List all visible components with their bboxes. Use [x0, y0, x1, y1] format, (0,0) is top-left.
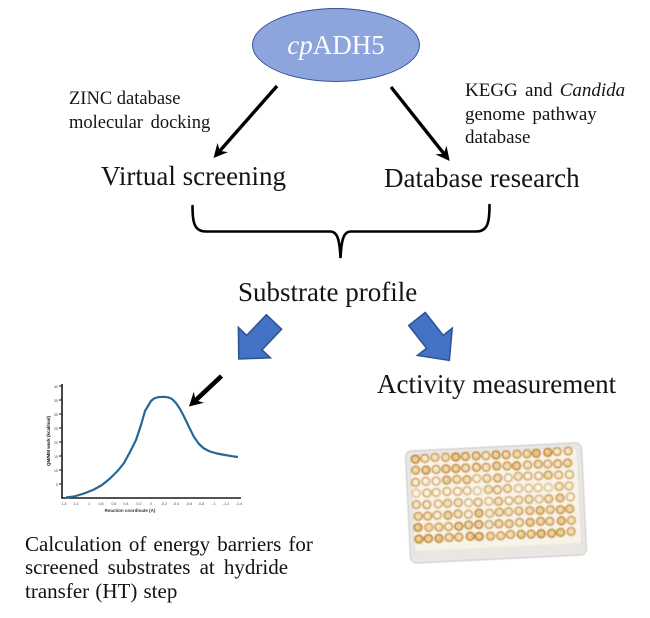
svg-text:0: 0	[150, 502, 152, 506]
svg-text:-1.4: -1.4	[236, 502, 242, 506]
svg-text:25: 25	[54, 427, 58, 431]
svg-text:1.4: 1.4	[62, 502, 67, 506]
svg-text:1.2: 1.2	[74, 502, 79, 506]
svg-text:1: 1	[88, 502, 90, 506]
svg-text:0.6: 0.6	[112, 502, 117, 506]
svg-text:40: 40	[54, 385, 58, 389]
svg-text:-1.2: -1.2	[223, 502, 229, 506]
svg-text:-0.6: -0.6	[186, 502, 192, 506]
svg-text:30: 30	[54, 413, 58, 417]
svg-text:35: 35	[54, 399, 58, 403]
svg-text:20: 20	[54, 441, 58, 445]
svg-text:5: 5	[56, 483, 58, 487]
svg-text:QM/MM work (kcal/mol): QM/MM work (kcal/mol)	[46, 416, 51, 467]
svg-text:0.2: 0.2	[137, 502, 142, 506]
svg-text:-0.2: -0.2	[161, 502, 167, 506]
svg-text:Reaction coordinate (A): Reaction coordinate (A)	[105, 508, 156, 513]
svg-text:-0.8: -0.8	[198, 502, 204, 506]
svg-text:0.4: 0.4	[124, 502, 129, 506]
svg-text:10: 10	[54, 469, 58, 473]
svg-text:-1: -1	[212, 502, 215, 506]
svg-text:0.8: 0.8	[99, 502, 104, 506]
svg-text:15: 15	[54, 455, 58, 459]
svg-text:-0.4: -0.4	[173, 502, 179, 506]
